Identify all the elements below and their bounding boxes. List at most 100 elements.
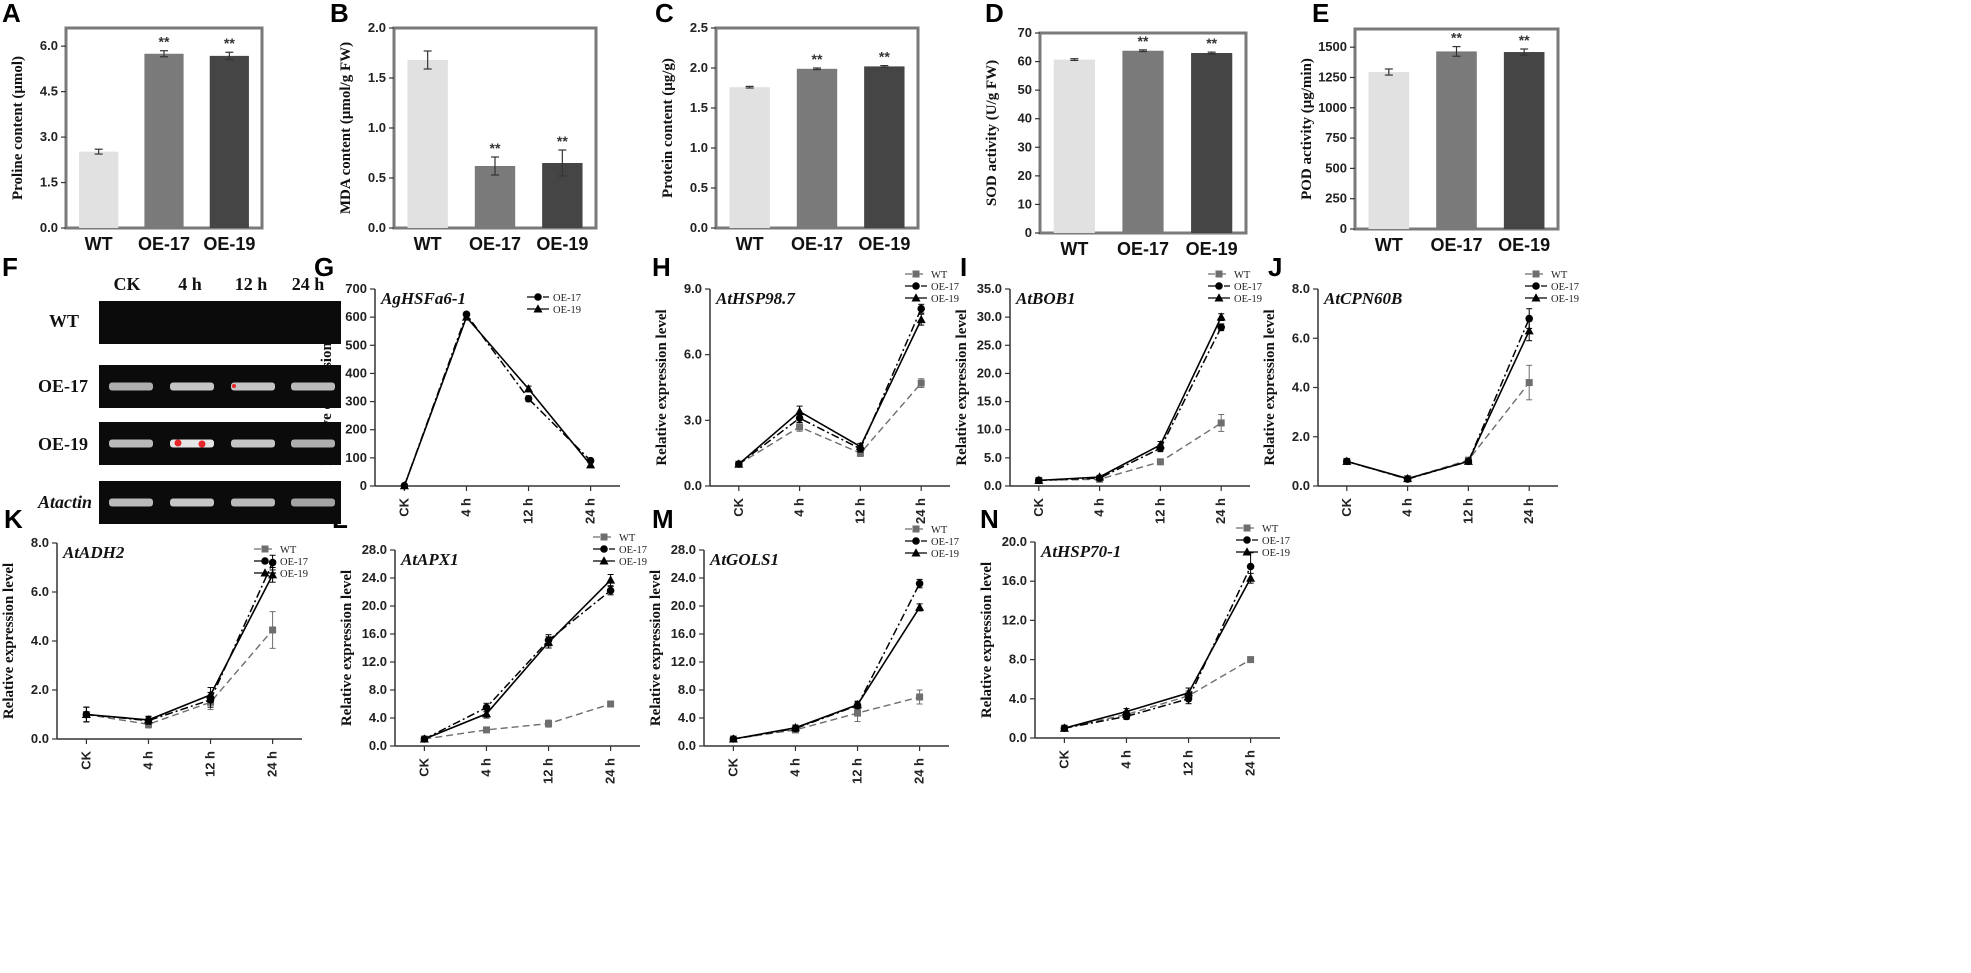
series-line-wt <box>1346 382 1530 480</box>
oe19-marker <box>1342 456 1352 465</box>
oe19-marker <box>544 637 554 646</box>
oe19-marker <box>260 568 270 577</box>
panel-letter: H <box>652 252 671 282</box>
oe17-marker <box>915 579 924 588</box>
oe19-marker <box>399 480 409 490</box>
x-tick-label: OE-17 <box>138 234 190 254</box>
oe17-marker <box>1525 314 1533 323</box>
gene-title: AtHSP98.7 <box>715 289 796 308</box>
y-tick-label: 20.0 <box>362 598 387 613</box>
gel-column-label: CK <box>114 274 141 294</box>
y-tick-label: 60 <box>1018 54 1032 69</box>
series-line-oe-19 <box>738 319 922 465</box>
gel-panel: F CK 4 h 12 h 24 h WT OE-17 OE-19 Atactin <box>2 252 341 524</box>
y-tick-label: 2.0 <box>368 20 386 35</box>
bar <box>209 55 249 229</box>
oe19-marker <box>419 734 429 743</box>
x-tick-label: 4 h <box>1118 750 1133 769</box>
panel-letter: F <box>2 252 18 282</box>
x-tick-label: WT <box>1375 235 1403 255</box>
y-tick-label: 15.0 <box>977 394 1002 409</box>
x-tick-label: OE-19 <box>1498 235 1550 255</box>
oe19-marker <box>143 715 153 724</box>
series-line-oe-17 <box>403 312 592 486</box>
gel-lane-strip <box>99 301 341 344</box>
saturation-spot <box>174 439 182 447</box>
legend-label: OE-19 <box>1262 548 1290 559</box>
x-tick-label: WT <box>736 234 764 254</box>
wt-marker <box>1247 656 1255 664</box>
y-axis-label: Protein content (μg/g) <box>660 58 676 198</box>
y-tick-label: 100 <box>345 450 367 465</box>
wt-marker <box>1243 524 1251 532</box>
y-tick-label: 700 <box>345 281 367 296</box>
oe17-marker <box>268 558 277 567</box>
series-line-oe-19 <box>1038 316 1222 482</box>
x-tick-label: OE-17 <box>1430 235 1482 255</box>
legend-label: OE-17 <box>553 293 581 304</box>
oe19-marker <box>911 293 921 302</box>
oe19-marker <box>81 709 91 718</box>
x-tick-label: CK <box>731 497 746 516</box>
y-axis-label: Relative expression level <box>979 562 995 718</box>
wt-marker <box>545 720 553 728</box>
y-tick-label: 8.0 <box>369 682 387 697</box>
y-tick-label: 0.0 <box>1292 478 1310 493</box>
series-line-oe-17 <box>1038 326 1222 482</box>
bar <box>144 53 184 229</box>
x-tick-label: WT <box>85 234 113 254</box>
oe17-marker <box>1217 323 1225 332</box>
y-tick-label: 1.0 <box>690 140 708 155</box>
panel-letter: J <box>1268 252 1282 282</box>
y-tick-label: 1500 <box>1318 39 1347 54</box>
x-tick-label: 24 h <box>912 758 927 784</box>
legend-label: OE-17 <box>931 282 959 293</box>
oe19-marker <box>1184 688 1194 697</box>
panel-letter: C <box>655 0 674 28</box>
legend-label: OE-17 <box>619 545 647 556</box>
series-line-wt <box>738 382 922 465</box>
x-tick-label: 24 h <box>1521 498 1536 524</box>
y-tick-label: 12.0 <box>362 654 387 669</box>
oe17-marker <box>1215 282 1223 290</box>
legend-label: WT <box>619 533 636 544</box>
y-tick-label: 16.0 <box>1002 573 1027 588</box>
y-tick-label: 2.0 <box>1292 429 1310 444</box>
wt-marker <box>607 700 615 708</box>
x-tick-label: OE-19 <box>203 234 255 254</box>
y-tick-label: 24.0 <box>671 570 696 585</box>
significance-mark: ** <box>1519 32 1530 48</box>
gene-title: AtADH2 <box>62 543 125 562</box>
oe19-marker <box>790 723 800 732</box>
x-tick-label: 12 h <box>1460 498 1475 524</box>
y-tick-label: 500 <box>345 337 367 352</box>
line-chart-H: H 0.0 3.0 6.0 9.0 CK 4 h 12 h 24 h Relative expre… <box>652 252 959 524</box>
bar <box>1436 51 1477 230</box>
legend-label: WT <box>1551 270 1568 281</box>
x-tick-label: 4 h <box>140 751 155 770</box>
gel-band <box>170 498 214 507</box>
y-axis-label: Proline content (μmol) <box>10 56 26 200</box>
oe19-marker <box>206 690 216 699</box>
oe17-marker <box>261 557 269 565</box>
oe17-marker <box>524 394 533 403</box>
y-tick-label: 6.0 <box>31 584 49 599</box>
series-line-oe-17 <box>738 308 922 465</box>
wt-marker <box>1217 419 1225 427</box>
y-tick-label: 0.0 <box>369 738 387 753</box>
series-line-wt <box>86 629 274 726</box>
y-tick-label: 2.0 <box>690 60 708 75</box>
x-tick-label: 24 h <box>1243 750 1258 776</box>
gel-column-label: 12 h <box>235 274 268 294</box>
oe19-marker <box>599 556 609 565</box>
y-tick-label: 35.0 <box>977 281 1002 296</box>
wt-marker <box>482 726 490 734</box>
x-tick-label: CK <box>725 757 740 776</box>
y-tick-label: 0.0 <box>690 220 708 235</box>
y-tick-label: 1000 <box>1318 100 1347 115</box>
x-tick-label: CK <box>78 750 93 769</box>
y-tick-label: 5.0 <box>984 450 1002 465</box>
x-tick-label: OE-17 <box>791 234 843 254</box>
y-tick-label: 28.0 <box>671 542 696 557</box>
